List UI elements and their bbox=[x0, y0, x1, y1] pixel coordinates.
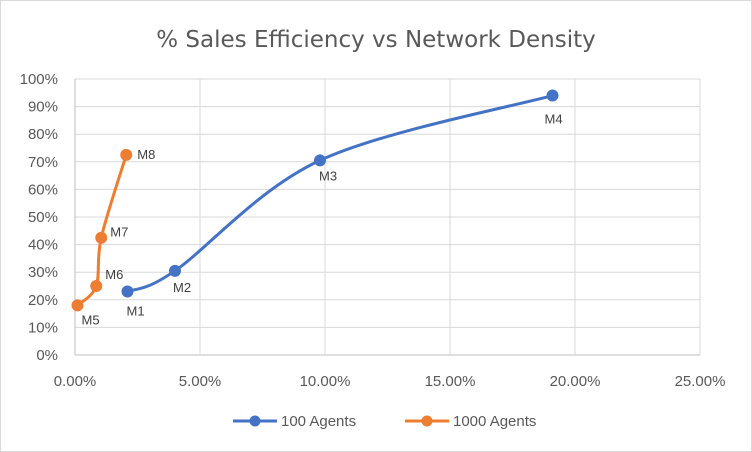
y-tick-label: 50% bbox=[28, 209, 58, 226]
data-label: M2 bbox=[173, 280, 191, 295]
series-line-1 bbox=[126, 94, 554, 294]
x-tick-label: 10.00% bbox=[300, 373, 351, 390]
x-tick-label: 0.00% bbox=[54, 373, 97, 390]
data-point bbox=[95, 231, 108, 244]
y-axis-ticks: 0% 10% 20% 30% 40% 50% 60% 70% 80% 90% 100% bbox=[20, 71, 58, 364]
y-tick-label: 0% bbox=[36, 347, 58, 364]
y-tick-label: 30% bbox=[28, 264, 58, 281]
y-tick-label: 100% bbox=[20, 71, 58, 88]
legend: 100 Agents 1000 Agents bbox=[233, 413, 536, 430]
gridlines bbox=[74, 78, 701, 356]
data-label: M6 bbox=[105, 267, 123, 282]
legend-marker bbox=[421, 415, 433, 427]
data-label: M3 bbox=[319, 168, 337, 183]
legend-label: 100 Agents bbox=[281, 413, 356, 430]
data-point bbox=[71, 299, 84, 312]
series-line-2 bbox=[76, 153, 128, 307]
y-tick-label: 90% bbox=[28, 99, 58, 116]
series-layer: M1 M2 M3 M4 M5 M6 M7 M8 bbox=[71, 89, 563, 327]
data-label: M7 bbox=[110, 225, 128, 240]
data-point bbox=[121, 285, 134, 298]
y-tick-label: 10% bbox=[28, 319, 58, 336]
y-tick-label: 40% bbox=[28, 237, 58, 254]
data-label: M5 bbox=[82, 312, 100, 327]
x-tick-label: 20.00% bbox=[550, 373, 601, 390]
data-point bbox=[90, 280, 103, 292]
legend-label: 1000 Agents bbox=[453, 413, 536, 430]
data-point bbox=[314, 154, 326, 167]
x-tick-label: 25.00% bbox=[675, 373, 726, 390]
y-tick-label: 20% bbox=[28, 292, 58, 309]
data-label: M8 bbox=[137, 147, 155, 162]
data-label: M1 bbox=[127, 304, 145, 319]
data-point bbox=[546, 89, 559, 102]
x-tick-label: 5.00% bbox=[179, 373, 222, 390]
x-axis-ticks: 0.00% 5.00% 10.00% 15.00% 20.00% 25.00% bbox=[54, 373, 726, 390]
data-label: M4 bbox=[545, 112, 563, 127]
y-tick-label: 70% bbox=[28, 154, 58, 171]
legend-marker bbox=[249, 415, 261, 427]
y-tick-label: 80% bbox=[28, 126, 58, 143]
x-tick-label: 15.00% bbox=[425, 373, 476, 390]
data-point bbox=[169, 264, 181, 277]
data-point bbox=[120, 148, 133, 161]
y-tick-label: 60% bbox=[28, 181, 58, 198]
chart-title: % Sales Efficiency vs Network Density bbox=[156, 27, 595, 53]
